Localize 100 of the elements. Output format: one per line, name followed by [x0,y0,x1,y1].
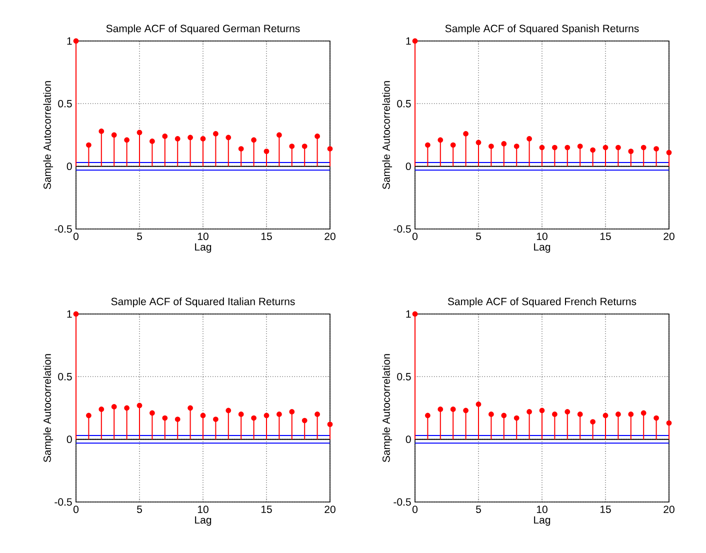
point [226,134,232,140]
x-tick-label: 0 [73,232,79,240]
x-tick-label: 15 [261,506,272,514]
point [314,412,320,417]
point [188,134,194,140]
y-tick-label: 0 [66,162,72,170]
x-tick-label: 15 [600,232,611,240]
x-tick-label: 10 [198,232,208,240]
point [174,416,180,422]
y-tick-label: 1 [67,37,72,45]
point [200,136,206,142]
point [86,412,92,418]
point [425,412,430,418]
point [251,137,257,143]
point [213,416,218,422]
point [476,140,482,146]
point [213,131,218,136]
x-axis-title: Lag [195,516,212,526]
x-tick-label: 0 [412,232,418,240]
x-tick-label: 10 [536,232,548,240]
point [98,406,104,412]
point [162,134,168,139]
point [276,132,282,138]
y-tick-label: 1 [67,310,72,318]
point [463,131,469,136]
y-tick-label: -0.5 [54,498,72,506]
point [539,144,545,150]
chart-title: Sample ACF of Squared French Returns [448,298,636,308]
point [640,410,646,416]
point [488,144,494,149]
y-tick-label: 0.5 [58,100,72,108]
point [590,147,596,153]
point [86,142,92,148]
y-tick-label: 1 [406,37,411,45]
y-tick-label: 0.5 [397,100,411,108]
point [552,144,558,150]
point [514,144,520,149]
x-tick-label: 20 [324,506,336,514]
point [488,412,494,417]
point [289,144,295,149]
point [463,408,469,414]
point [251,415,257,421]
point [552,412,558,417]
x-tick-label: 10 [536,506,548,514]
point [327,146,333,152]
y-tick-label: 1 [406,310,411,318]
point [425,142,430,148]
point [188,405,194,411]
chart-title: Sample ACF of Squared German Returns [106,24,300,34]
point [616,144,621,150]
point [124,137,130,143]
y-tick-label: -0.5 [54,225,72,233]
point [438,406,444,412]
point [238,412,244,417]
point [666,150,672,156]
point [264,412,270,418]
point [654,415,659,421]
x-tick-label: 5 [137,506,142,514]
x-tick-label: 15 [600,506,611,514]
point [136,402,142,408]
point [264,148,270,154]
x-tick-label: 5 [476,506,481,514]
point [476,402,482,407]
point [526,409,532,414]
x-tick-label: 5 [476,232,481,240]
point [577,412,583,417]
point [590,419,596,424]
point [616,412,621,417]
y-tick-label: 0 [406,436,411,444]
chart-title: Sample ACF of Squared Spanish Returns [445,24,639,34]
point [289,409,295,414]
y-axis-title: Sample Autocorrelation [382,354,392,462]
point [327,422,333,427]
x-axis-title: Lag [195,243,212,253]
point [640,144,646,150]
point [628,148,634,154]
point [302,418,308,424]
x-tick-label: 0 [412,506,418,514]
point [564,409,570,414]
point [514,415,520,421]
point [124,405,130,411]
point [111,404,117,410]
point [302,144,308,149]
y-axis-title: Sample Autocorrelation [43,354,54,462]
chart-title: Sample ACF of Squared Italian Returns [111,298,295,308]
point [150,138,155,144]
x-tick-label: 10 [198,506,208,514]
point [98,128,104,134]
point [174,136,180,142]
point [314,134,320,139]
point [539,408,545,414]
point [602,144,608,150]
x-tick-label: 20 [664,506,674,514]
x-tick-label: 15 [261,232,272,240]
x-axis-title: Lag [534,243,550,253]
x-axis-title: Lag [534,516,550,526]
point [450,142,456,148]
point [412,311,418,317]
y-axis-title: Sample Autocorrelation [43,81,54,190]
point [526,136,532,142]
